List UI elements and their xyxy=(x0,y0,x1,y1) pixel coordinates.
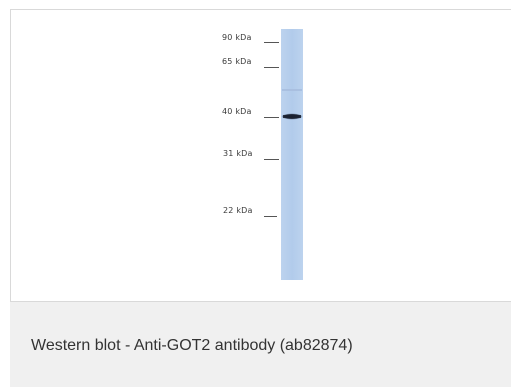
marker-tick-65 xyxy=(264,67,279,68)
marker-label-90: 90 kDa xyxy=(222,33,252,42)
blot-lane xyxy=(281,29,303,280)
western-blot-image-frame[interactable]: 90 kDa 65 kDa 40 kDa 31 kDa 22 kDa xyxy=(10,9,511,302)
figure-caption: Western blot - Anti-GOT2 antibody (ab828… xyxy=(31,337,353,354)
marker-tick-31 xyxy=(264,159,279,160)
faint-band xyxy=(282,89,302,91)
marker-tick-22 xyxy=(264,216,277,217)
marker-label-65: 65 kDa xyxy=(222,57,252,66)
marker-label-31: 31 kDa xyxy=(223,149,253,158)
marker-tick-40 xyxy=(264,117,279,118)
marker-tick-90 xyxy=(264,42,279,43)
figure-card: 90 kDa 65 kDa 40 kDa 31 kDa 22 kDa Weste… xyxy=(10,9,511,387)
marker-label-22: 22 kDa xyxy=(223,206,253,215)
marker-label-40: 40 kDa xyxy=(222,107,252,116)
western-blot-image xyxy=(281,29,303,280)
